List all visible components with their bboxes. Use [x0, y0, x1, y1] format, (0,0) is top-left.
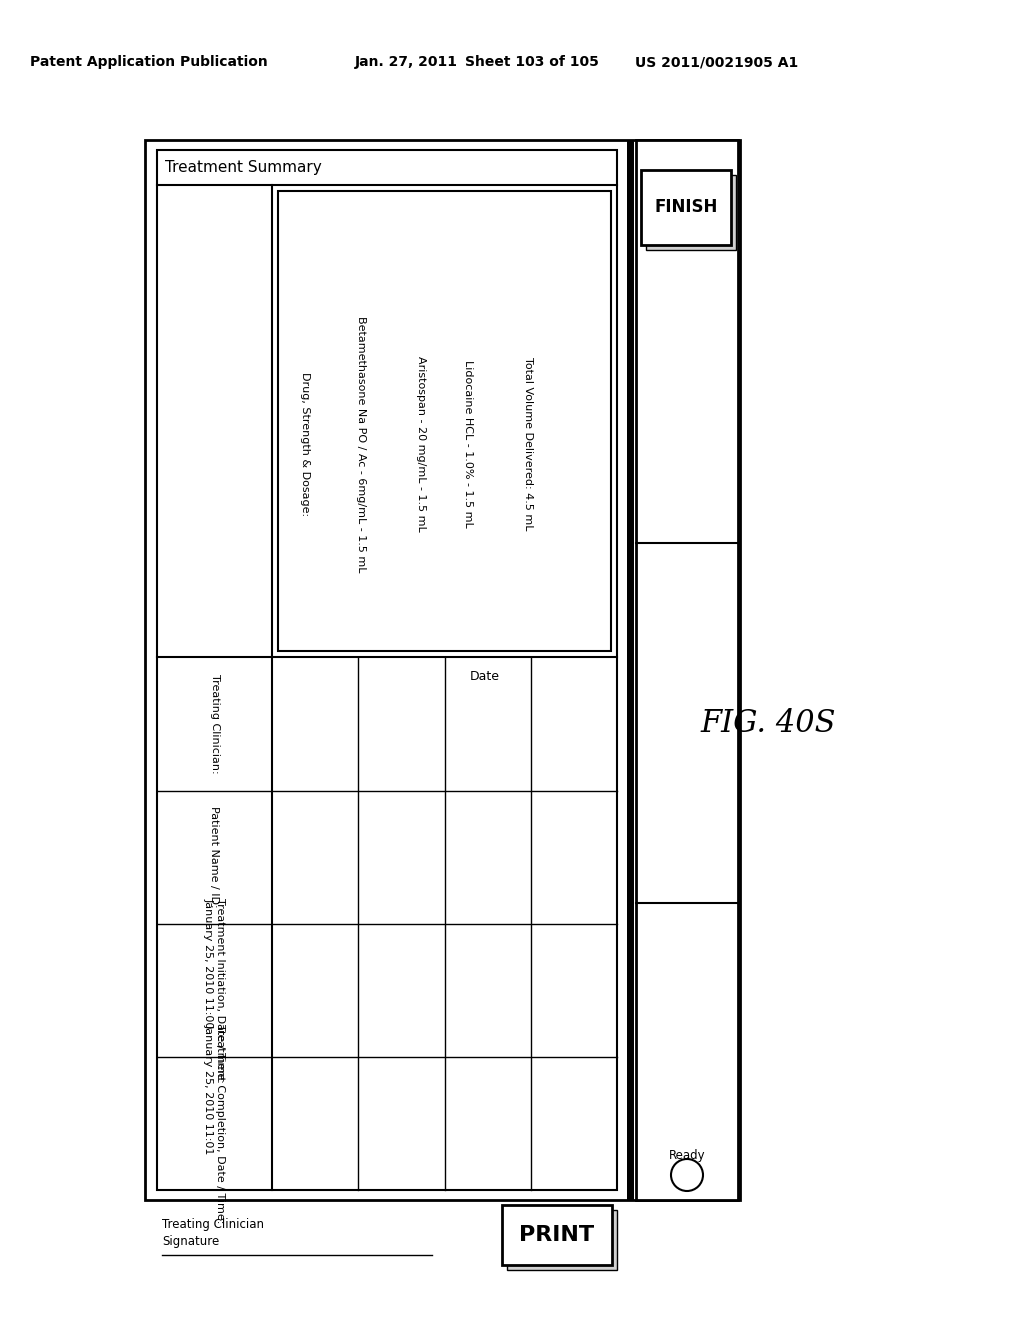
Text: Ready: Ready: [669, 1148, 706, 1162]
Bar: [157, 150, 617, 1191]
Text: Patent Application Publication: Patent Application Publication: [30, 55, 267, 69]
Text: Treatment Initiation, Date / Time:
January 25, 2010 11:00: Treatment Initiation, Date / Time: Janua…: [204, 898, 225, 1082]
Text: Aristospan - 20 mg/mL - 1.5 mL: Aristospan - 20 mg/mL - 1.5 mL: [416, 356, 426, 532]
Text: Treating Clinician
Signature: Treating Clinician Signature: [162, 1218, 264, 1247]
Text: Date: Date: [470, 669, 500, 682]
Text: Treatment Summary: Treatment Summary: [165, 160, 322, 176]
Text: Treating Clinician:: Treating Clinician:: [210, 675, 219, 774]
Bar: [507, 1210, 617, 1270]
Text: PRINT: PRINT: [519, 1225, 595, 1245]
Bar: [627, 140, 634, 1200]
Text: Lidocaine HCL - 1.0% - 1.5 mL: Lidocaine HCL - 1.0% - 1.5 mL: [463, 360, 473, 528]
Text: Total Volume Delivered: 4.5 mL: Total Volume Delivered: 4.5 mL: [522, 358, 532, 531]
Text: FIG. 40S: FIG. 40S: [700, 708, 836, 738]
Text: Treatment Completion, Date / Time:
January 25, 2010 11:01: Treatment Completion, Date / Time: Janua…: [204, 1024, 225, 1224]
Bar: [636, 140, 738, 1200]
Bar: [502, 1205, 612, 1265]
Text: FINISH: FINISH: [654, 198, 718, 216]
Text: Jan. 27, 2011: Jan. 27, 2011: [355, 55, 458, 69]
Text: Betamethasone Na PO / Ac - 6mg/mL - 1.5 mL: Betamethasone Na PO / Ac - 6mg/mL - 1.5 …: [356, 315, 367, 573]
Bar: [641, 170, 731, 246]
Text: Patient Name / ID:: Patient Name / ID:: [210, 807, 219, 908]
Bar: [145, 140, 740, 1200]
Text: Drug, Strength & Dosage:: Drug, Strength & Dosage:: [300, 372, 309, 516]
Bar: [646, 176, 736, 249]
Text: US 2011/0021905 A1: US 2011/0021905 A1: [635, 55, 799, 69]
Text: Sheet 103 of 105: Sheet 103 of 105: [465, 55, 599, 69]
Bar: [278, 191, 611, 651]
